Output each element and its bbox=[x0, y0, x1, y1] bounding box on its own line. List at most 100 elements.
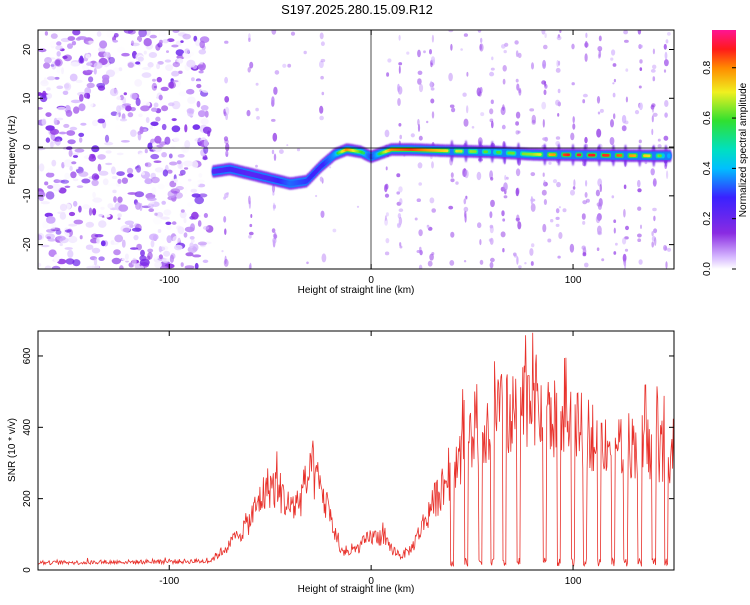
stripe-cell bbox=[623, 208, 626, 218]
noise-cell bbox=[198, 173, 203, 178]
noise-cell bbox=[104, 141, 114, 146]
noise-cell bbox=[52, 138, 60, 142]
stripe-cell bbox=[637, 30, 642, 35]
stripe-cell bbox=[581, 245, 586, 250]
noise-cell bbox=[101, 114, 110, 119]
stripe-cell bbox=[273, 234, 278, 239]
stripe-cell bbox=[663, 43, 667, 50]
noise-cell bbox=[49, 41, 58, 47]
noise-cell bbox=[78, 103, 86, 112]
stripe-cell bbox=[271, 30, 277, 35]
noise-cell bbox=[151, 186, 157, 195]
noise-cell bbox=[56, 65, 61, 74]
y-tick-label: 600 bbox=[22, 347, 33, 364]
noise-cell bbox=[63, 123, 70, 128]
noise-cell bbox=[182, 33, 191, 40]
stripe-cell bbox=[223, 196, 227, 200]
stripe-cell bbox=[601, 258, 605, 262]
stripe-cell bbox=[410, 133, 415, 138]
stripe-cell bbox=[386, 72, 390, 77]
noise-cell bbox=[86, 265, 97, 269]
colorbar: 0.0 0.2 0.4 0.6 0.8 Normalized spectral ampl… bbox=[702, 30, 749, 276]
stripe-cell bbox=[384, 215, 387, 222]
stripe-cell bbox=[399, 245, 403, 249]
noise-cell bbox=[91, 247, 101, 254]
stripe-cell bbox=[611, 195, 615, 199]
stripe-cell bbox=[489, 211, 493, 219]
ridge-peak bbox=[578, 153, 582, 157]
stripe-cell bbox=[543, 89, 547, 96]
stripe-cell bbox=[479, 259, 484, 265]
noise-cell bbox=[43, 77, 47, 84]
noise-cell bbox=[71, 40, 77, 46]
noise-cell bbox=[157, 183, 165, 190]
noise-cell bbox=[105, 150, 112, 154]
stripe-cell bbox=[247, 67, 251, 73]
stripe-cell bbox=[463, 118, 469, 127]
stripe-cell bbox=[479, 43, 484, 52]
noise-cell bbox=[187, 178, 192, 182]
stripe-cell bbox=[477, 222, 482, 229]
noise-cell bbox=[197, 179, 205, 183]
stripe-cell bbox=[450, 172, 454, 178]
noise-cell bbox=[138, 113, 143, 118]
noise-cell bbox=[190, 223, 195, 232]
noise-cell bbox=[96, 237, 100, 244]
noise-cell bbox=[106, 30, 115, 39]
noise-cell bbox=[164, 136, 171, 145]
noise-cell bbox=[88, 76, 94, 83]
noise-cell bbox=[149, 34, 157, 39]
noise-cell bbox=[202, 259, 209, 263]
stripe-cell bbox=[465, 195, 468, 199]
noise-cell bbox=[110, 242, 119, 245]
stripe-cell bbox=[249, 223, 253, 228]
stripe-cell bbox=[287, 63, 292, 68]
stripe-cell bbox=[319, 176, 323, 182]
stripe-cell bbox=[652, 178, 657, 187]
stripe-cell bbox=[571, 43, 575, 50]
noise-cell bbox=[158, 30, 167, 37]
stripe-cell bbox=[582, 220, 586, 225]
noise-cell bbox=[82, 204, 90, 210]
ridge-peak bbox=[497, 151, 501, 154]
noise-cell bbox=[63, 83, 70, 89]
noise-cell bbox=[41, 244, 50, 248]
noise-cell bbox=[56, 41, 62, 46]
noise-cell bbox=[76, 185, 84, 189]
noise-cell bbox=[93, 174, 100, 180]
noise-cell bbox=[204, 110, 209, 118]
noise-cell bbox=[130, 247, 139, 250]
noise-cell bbox=[161, 105, 169, 112]
stripe-cell bbox=[249, 262, 252, 269]
noise-cell bbox=[143, 128, 147, 132]
noise-cell bbox=[102, 178, 109, 186]
stripe-cell bbox=[504, 174, 507, 181]
ridge-peak bbox=[647, 154, 651, 158]
stripe-cell bbox=[542, 59, 547, 69]
noise-cell bbox=[116, 171, 125, 177]
noise-cell bbox=[64, 247, 73, 250]
stripe-cell bbox=[651, 103, 656, 108]
stripe-cell bbox=[611, 49, 616, 56]
stripe-cell bbox=[621, 125, 627, 132]
stripe-cell bbox=[543, 180, 546, 187]
stripe-cell bbox=[502, 65, 507, 72]
stripe-cell bbox=[385, 238, 390, 244]
noise-cell bbox=[157, 229, 162, 233]
stripe-cell bbox=[559, 30, 562, 33]
stripe-cell bbox=[625, 68, 629, 72]
noise-cell bbox=[132, 39, 140, 48]
stripe-cell bbox=[515, 168, 521, 177]
noise-cell bbox=[163, 209, 172, 216]
noise-cell bbox=[47, 238, 56, 242]
noise-cell bbox=[168, 102, 175, 107]
noise-cell bbox=[178, 70, 183, 75]
noise-cell bbox=[186, 59, 196, 68]
y-tick-label: 10 bbox=[22, 92, 33, 104]
noise-cell bbox=[81, 178, 91, 184]
noise-cell bbox=[88, 155, 97, 162]
stripe-cell bbox=[384, 129, 390, 138]
noise-cell bbox=[43, 62, 51, 69]
stripe-cell bbox=[430, 56, 436, 64]
